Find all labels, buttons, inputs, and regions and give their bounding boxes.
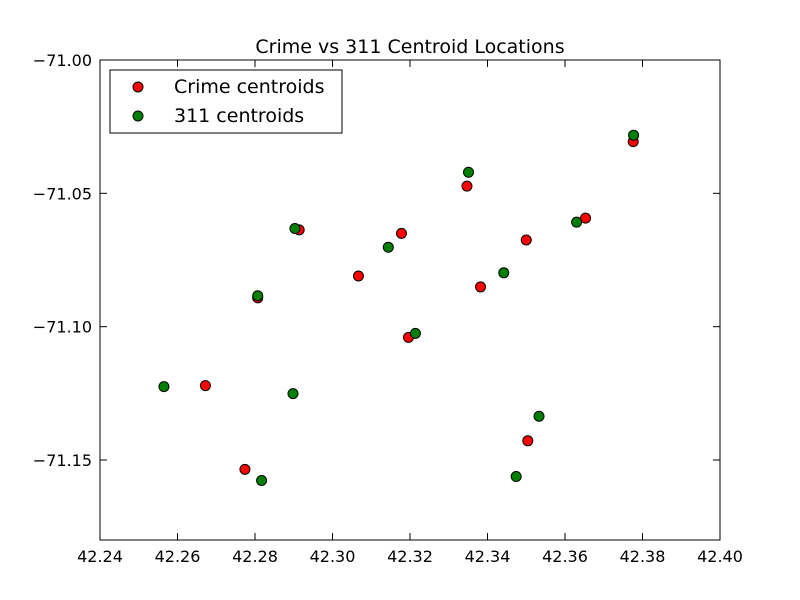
x-tick-label: 42.34 — [465, 547, 511, 566]
legend-marker — [132, 110, 144, 122]
data-point — [252, 290, 264, 302]
plot-area — [100, 60, 720, 540]
data-point — [628, 129, 640, 141]
data-point — [580, 212, 592, 224]
y-tick-label: −71.05 — [33, 184, 92, 203]
y-tick-label: −71.00 — [33, 51, 92, 70]
data-points — [158, 129, 640, 487]
data-point — [158, 381, 170, 393]
data-point — [382, 241, 394, 253]
chart-title: Crime vs 311 Centroid Locations — [255, 36, 564, 58]
data-point — [463, 166, 475, 178]
legend-box — [109, 69, 343, 134]
data-point — [520, 234, 532, 246]
x-tick-label: 42.30 — [310, 547, 356, 566]
x-tick-label: 42.24 — [77, 547, 123, 566]
data-point — [239, 463, 251, 475]
legend-label: Crime centroids — [174, 76, 324, 98]
data-point — [475, 281, 487, 293]
x-tick-label: 42.40 — [697, 547, 743, 566]
legend-marker — [132, 81, 144, 93]
y-tick-label: −71.15 — [33, 451, 92, 470]
data-point — [352, 270, 364, 282]
data-point — [256, 475, 268, 487]
data-point — [522, 435, 534, 447]
y-tick-label: −71.10 — [33, 318, 92, 337]
x-tick-label: 42.38 — [620, 547, 666, 566]
series-311-centroids — [158, 129, 640, 487]
legend-label: 311 centroids — [174, 105, 304, 127]
x-tick-label: 42.26 — [155, 547, 201, 566]
x-tick-label: 42.28 — [232, 547, 278, 566]
data-point — [533, 410, 545, 422]
data-point — [287, 388, 299, 400]
data-point — [571, 216, 583, 228]
x-tick-label: 42.32 — [387, 547, 433, 566]
x-tick-label: 42.36 — [542, 547, 588, 566]
axis-ticks: 42.24 42.26 42.28 42.30 42.32 42.34 42.36 42.38… — [33, 51, 743, 566]
data-point — [289, 223, 301, 235]
data-point — [461, 180, 473, 192]
data-point — [510, 471, 522, 483]
data-point — [498, 267, 510, 279]
data-point — [409, 327, 421, 339]
data-point — [395, 227, 407, 239]
data-point — [199, 380, 211, 392]
legend: Crime centroids 311 centroids — [109, 69, 343, 134]
plot-frame — [99, 59, 721, 541]
